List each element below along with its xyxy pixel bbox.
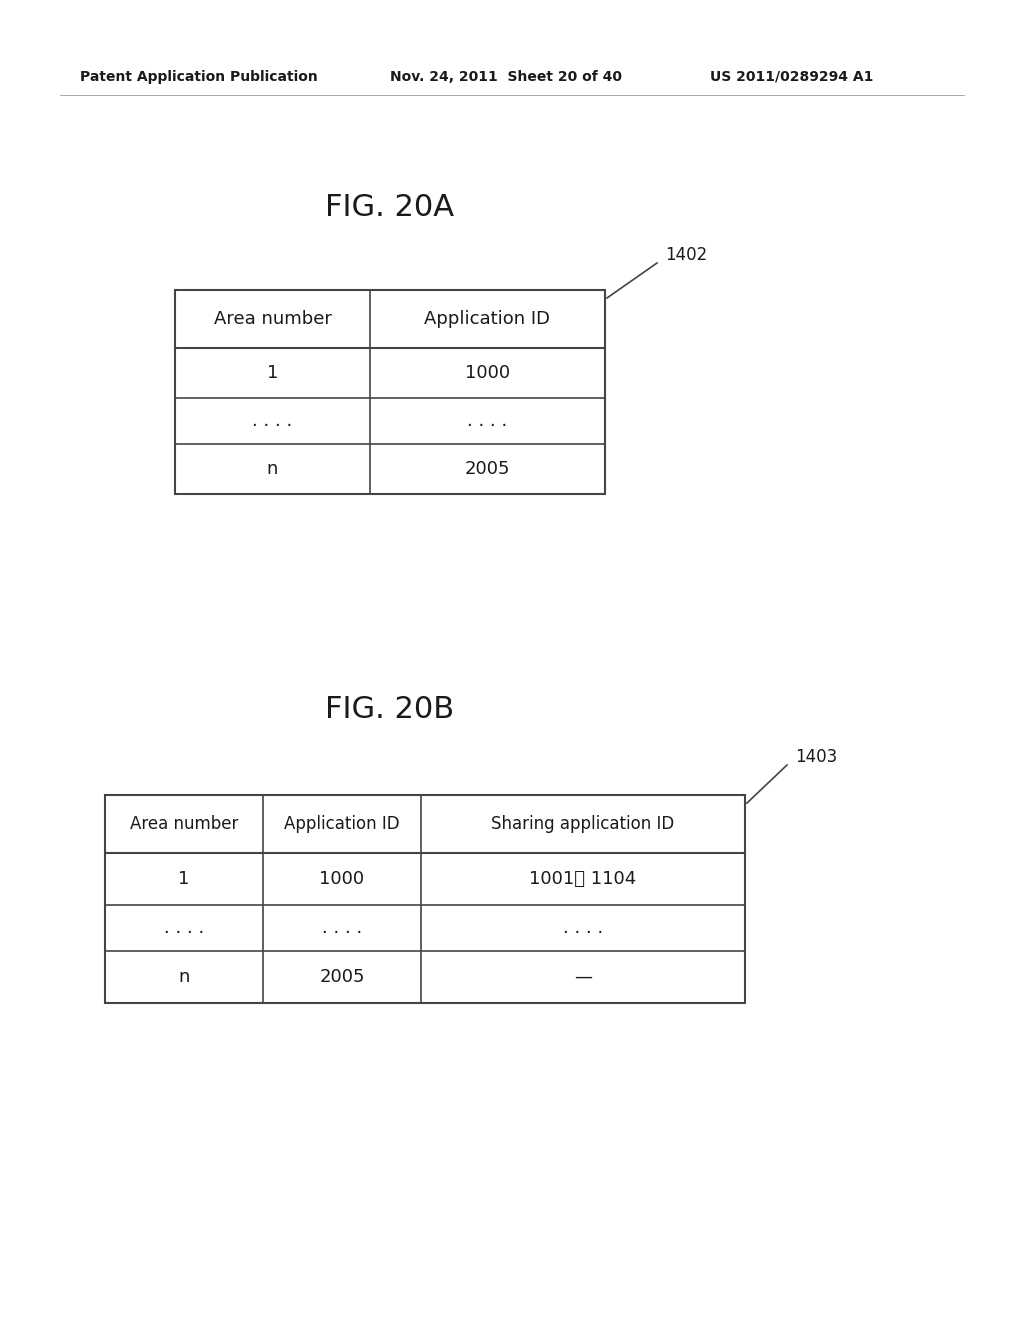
Text: 1001、 1104: 1001、 1104 [529,870,637,888]
Text: . . . .: . . . . [563,919,603,937]
Text: . . . .: . . . . [164,919,204,937]
Text: 1: 1 [267,364,279,381]
Text: Patent Application Publication: Patent Application Publication [80,70,317,84]
Text: Area number: Area number [214,310,332,327]
Text: n: n [178,968,189,986]
Text: US 2011/0289294 A1: US 2011/0289294 A1 [710,70,873,84]
Text: Application ID: Application ID [425,310,551,327]
Bar [105,795,745,1003]
Text: . . . .: . . . . [322,919,362,937]
Text: 1403: 1403 [795,748,838,766]
Text: Area number: Area number [130,814,239,833]
Text: 1: 1 [178,870,189,888]
Text: 1000: 1000 [465,364,510,381]
Text: —: — [574,968,592,986]
Text: 2005: 2005 [465,459,510,478]
Text: . . . .: . . . . [252,412,293,430]
Text: FIG. 20B: FIG. 20B [326,696,455,725]
Bar [175,290,605,494]
Text: Nov. 24, 2011  Sheet 20 of 40: Nov. 24, 2011 Sheet 20 of 40 [390,70,622,84]
Text: n: n [267,459,279,478]
Text: 2005: 2005 [319,968,365,986]
Text: Application ID: Application ID [285,814,399,833]
Text: Sharing application ID: Sharing application ID [492,814,675,833]
Text: 1000: 1000 [319,870,365,888]
Text: 1402: 1402 [665,246,708,264]
Text: . . . .: . . . . [467,412,508,430]
Text: FIG. 20A: FIG. 20A [326,194,455,223]
